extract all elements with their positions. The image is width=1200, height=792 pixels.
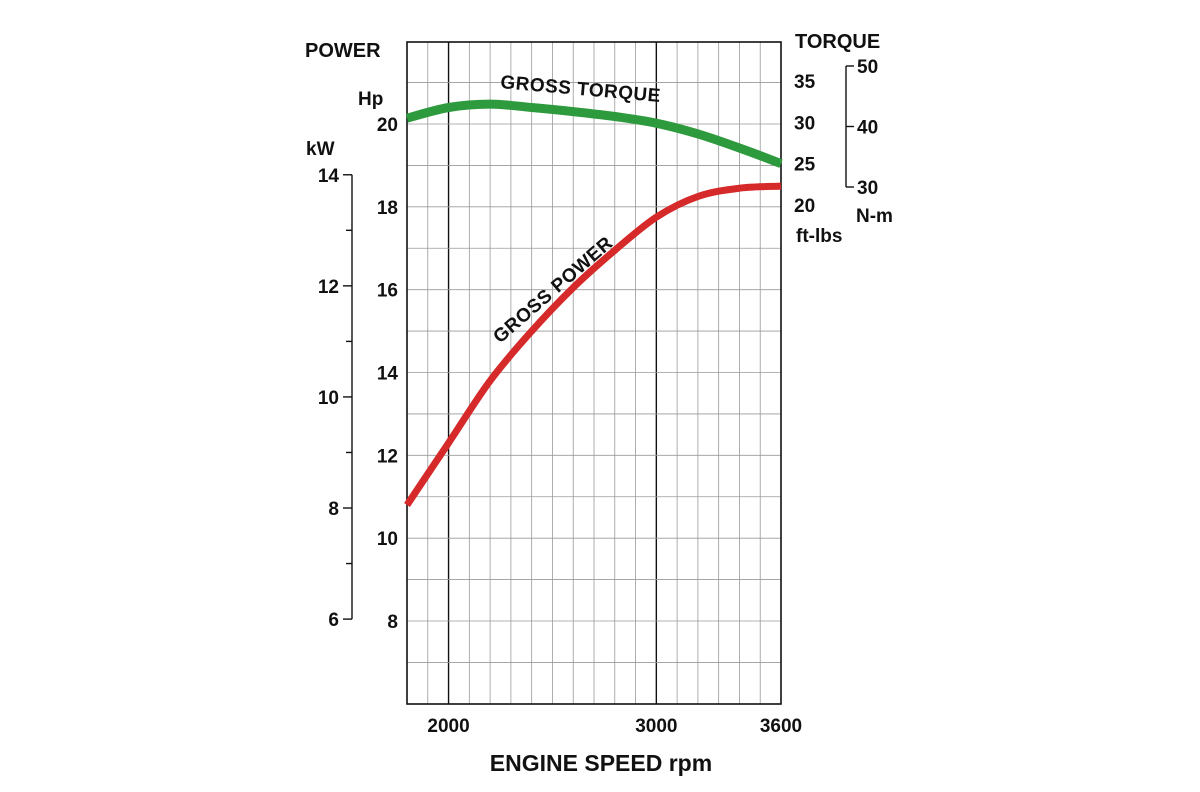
hp-tick-label: 8 <box>387 612 398 633</box>
nm-tick-label: 50 <box>857 57 878 78</box>
gross-torque-label: GROSS TORQUE <box>500 72 662 107</box>
hp-axis: 8 10 12 14 16 18 20 <box>377 115 399 633</box>
x-tick-label: 3600 <box>760 716 802 737</box>
nm-tick-label: 40 <box>857 118 878 139</box>
hp-tick-label: 16 <box>377 281 398 302</box>
hp-tick-label: 20 <box>377 115 398 136</box>
x-axis: 2000 3000 3600 <box>427 716 802 737</box>
kw-tick-label: 12 <box>318 277 339 298</box>
kw-tick-label: 8 <box>328 499 339 520</box>
nm-axis: 30 40 50 <box>845 57 878 199</box>
gross-torque-curve <box>405 99 783 168</box>
kw-tick-label: 14 <box>318 166 340 187</box>
kw-tick-label: 10 <box>318 388 339 409</box>
kw-tick-label: 6 <box>328 610 339 631</box>
x-tick-label: 3000 <box>635 716 677 737</box>
hp-tick-label: 12 <box>377 446 398 467</box>
gross-power-label: GROSS POWER <box>490 233 618 348</box>
ftlbs-tick-label: 25 <box>794 155 816 176</box>
nm-tick-label: 30 <box>857 178 878 199</box>
ftlbs-tick-label: 35 <box>794 72 816 93</box>
ftlbs-unit-label: ft-lbs <box>796 226 842 247</box>
x-tick-label: 2000 <box>427 716 469 737</box>
hp-tick-label: 18 <box>377 198 398 219</box>
ftlbs-axis: 20 25 30 35 <box>794 72 816 217</box>
hp-tick-label: 10 <box>377 529 398 550</box>
kw-unit-label: kW <box>306 139 335 160</box>
hp-tick-label: 14 <box>377 364 399 385</box>
hp-unit-label: Hp <box>358 89 383 110</box>
grid <box>407 42 781 704</box>
ftlbs-tick-label: 30 <box>794 113 815 134</box>
torque-axis-title: TORQUE <box>795 31 880 53</box>
nm-unit-label: N-m <box>856 206 893 227</box>
plot-frame <box>406 41 782 705</box>
power-axis-title: POWER <box>305 40 381 62</box>
kw-axis: 6 8 10 12 14 <box>318 166 353 631</box>
ftlbs-tick-label: 20 <box>794 196 815 217</box>
x-axis-title: ENGINE SPEED rpm <box>490 750 712 776</box>
gross-power-curve <box>404 182 782 507</box>
